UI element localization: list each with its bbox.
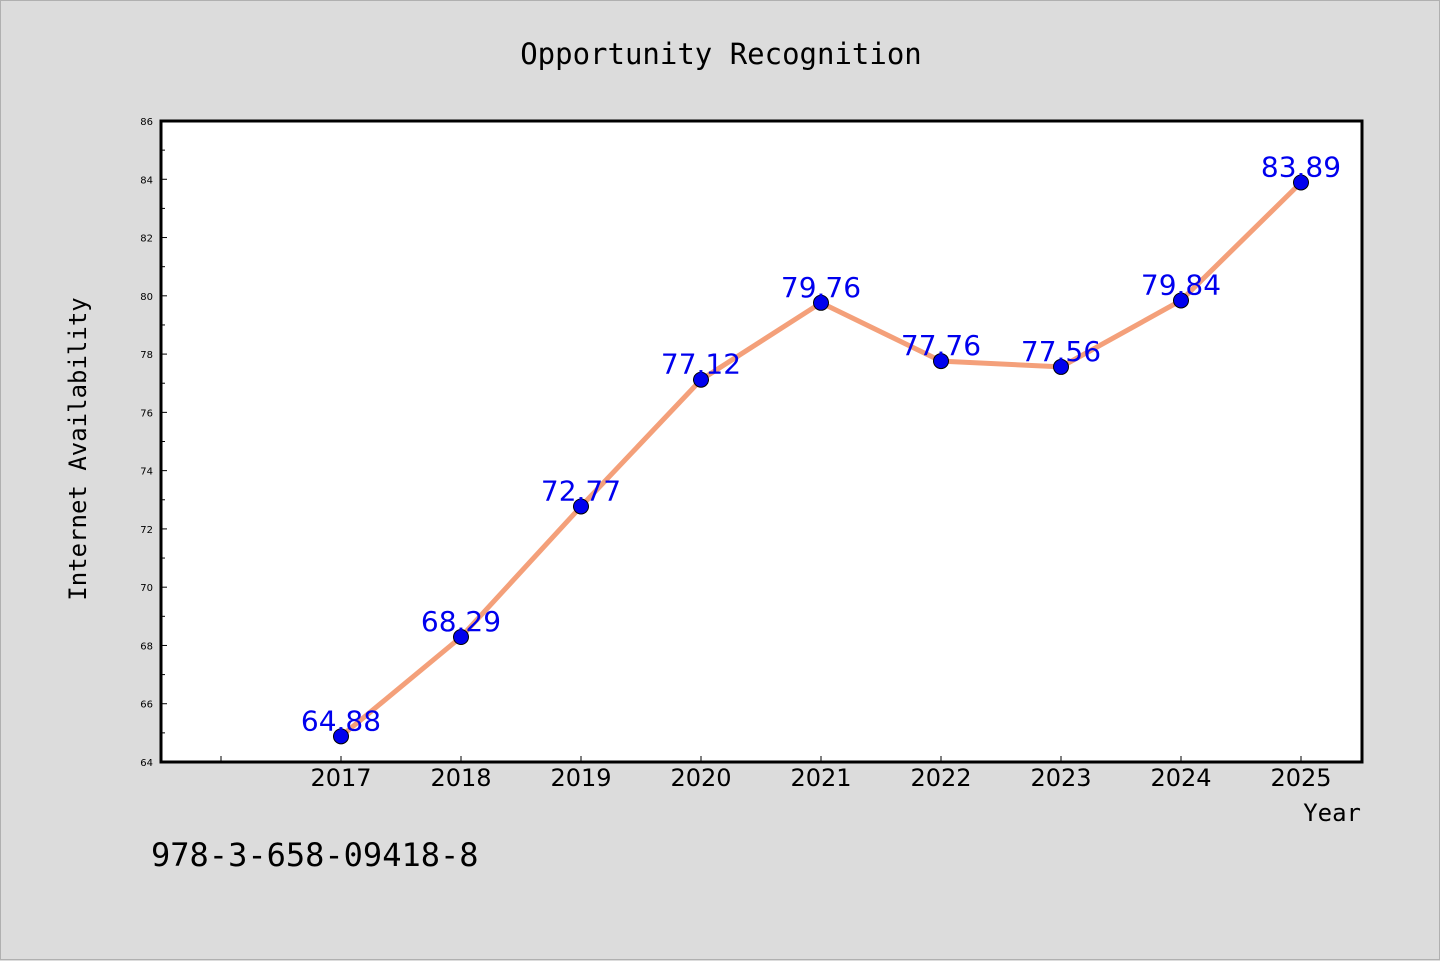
- data-point: [573, 498, 589, 515]
- y-tick-label: 82: [140, 234, 153, 245]
- x-tick-label: 2017: [310, 764, 371, 792]
- y-tick-label: 80: [140, 292, 153, 303]
- chart-title: Opportunity Recognition: [520, 37, 922, 71]
- x-tick-label: 2025: [1270, 764, 1331, 792]
- y-tick-label: 84: [140, 175, 153, 186]
- y-tick-label: 66: [140, 700, 153, 711]
- x-axis-label: Year: [1303, 799, 1361, 827]
- x-tick-label: 2019: [550, 764, 611, 792]
- data-point: [693, 371, 709, 388]
- data-label: 77.56: [1021, 335, 1101, 368]
- y-tick-label: 64: [140, 758, 153, 769]
- data-label: 64.88: [301, 704, 381, 737]
- data-label: 79.84: [1141, 268, 1221, 301]
- data-labels: 64.88 68.29 72.77 77.12 79.76 77.76 77.56 79.84…: [301, 150, 1341, 737]
- data-point: [813, 294, 829, 311]
- x-tick-label: 2024: [1150, 764, 1211, 792]
- data-point: [1173, 292, 1189, 309]
- data-label: 77.76: [901, 329, 981, 362]
- y-tick-label: 68: [140, 641, 153, 652]
- x-tick-label: 2020: [670, 764, 731, 792]
- x-tick-label: 2023: [1030, 764, 1091, 792]
- y-tick-label: 78: [140, 350, 153, 361]
- data-point: [1293, 174, 1309, 191]
- y-axis-label: Internet Availability: [64, 297, 92, 600]
- x-tick-label: 2022: [910, 764, 971, 792]
- data-label: 77.12: [661, 348, 741, 381]
- y-tick-label: 76: [140, 408, 153, 419]
- data-point: [453, 629, 469, 646]
- data-label: 79.76: [781, 271, 861, 304]
- isbn-annotation: 978-3-658-09418-8: [151, 836, 479, 874]
- data-point: [333, 728, 349, 745]
- data-label: 83.89: [1261, 150, 1341, 183]
- data-point: [1053, 358, 1069, 375]
- plot-area: [159, 119, 1364, 764]
- x-tick-label: 2021: [790, 764, 851, 792]
- data-point: [933, 353, 949, 370]
- y-axis-ticks: 64 66 68 70 72 74 76 78 80 82 84 86: [140, 117, 167, 769]
- y-tick-label: 74: [140, 467, 153, 478]
- x-axis-ticks: 2017 2018 2019 2020 2021 2022 2023 2024 2025: [220, 756, 1332, 792]
- y-tick-label: 72: [140, 525, 153, 536]
- data-label: 68.29: [421, 605, 501, 638]
- x-tick-label: 2018: [430, 764, 491, 792]
- y-tick-label: 86: [140, 117, 153, 128]
- series-markers: [333, 174, 1309, 745]
- data-label: 72.77: [541, 474, 621, 507]
- y-tick-label: 70: [140, 583, 153, 594]
